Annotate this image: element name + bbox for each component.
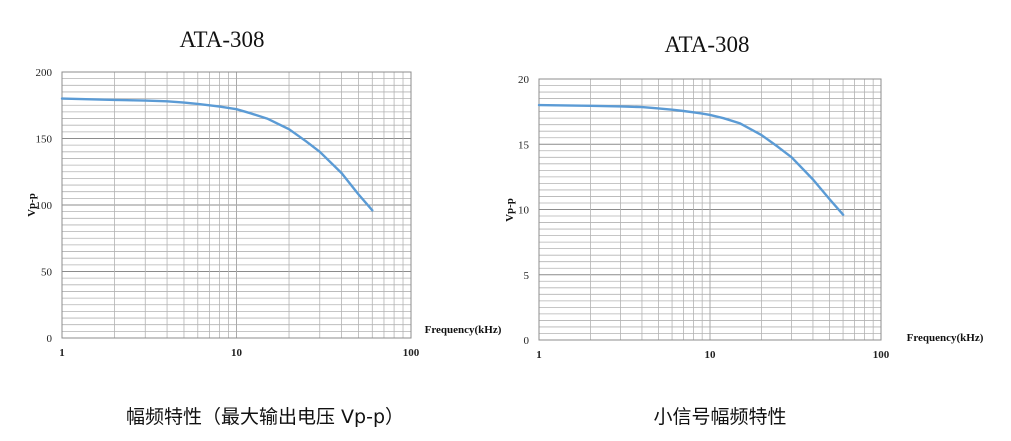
y-axis-label: Vp-p bbox=[26, 193, 38, 217]
series-line bbox=[60, 97, 374, 212]
y-tick-label: 150 bbox=[36, 134, 53, 146]
x-tick-label: 10 bbox=[705, 349, 717, 361]
y-tick-label: 0 bbox=[524, 335, 530, 347]
x-tick-label: 100 bbox=[873, 349, 890, 361]
x-axis-label: Frequency(kHz) bbox=[425, 324, 502, 336]
y-tick-label: 15 bbox=[518, 139, 530, 151]
plot-frame bbox=[61, 71, 412, 339]
x-tick-label: 1 bbox=[59, 347, 65, 359]
x-tick-label: 10 bbox=[231, 347, 243, 359]
chart-title: ATA-308 bbox=[664, 32, 749, 57]
x-axis-label: Frequency(kHz) bbox=[907, 332, 984, 344]
y-tick-label: 0 bbox=[47, 333, 53, 345]
y-tick-label: 200 bbox=[36, 67, 53, 79]
series-line bbox=[537, 103, 845, 216]
x-tick-label: 1 bbox=[536, 349, 542, 361]
y-tick-label: 20 bbox=[518, 74, 530, 86]
y-tick-label: 100 bbox=[36, 200, 53, 212]
plot-frame bbox=[538, 78, 882, 341]
y-tick-label: 5 bbox=[524, 270, 530, 282]
caption-max-output: 幅频特性（最大输出电压 Vp-p） bbox=[125, 406, 404, 428]
chart-title: ATA-308 bbox=[179, 27, 264, 52]
caption-small-signal: 小信号幅频特性 bbox=[653, 406, 787, 428]
x-tick-label: 100 bbox=[403, 347, 420, 359]
y-axis-label: Vp-p bbox=[504, 198, 516, 222]
y-tick-label: 10 bbox=[518, 205, 530, 217]
y-tick-label: 50 bbox=[41, 267, 53, 279]
